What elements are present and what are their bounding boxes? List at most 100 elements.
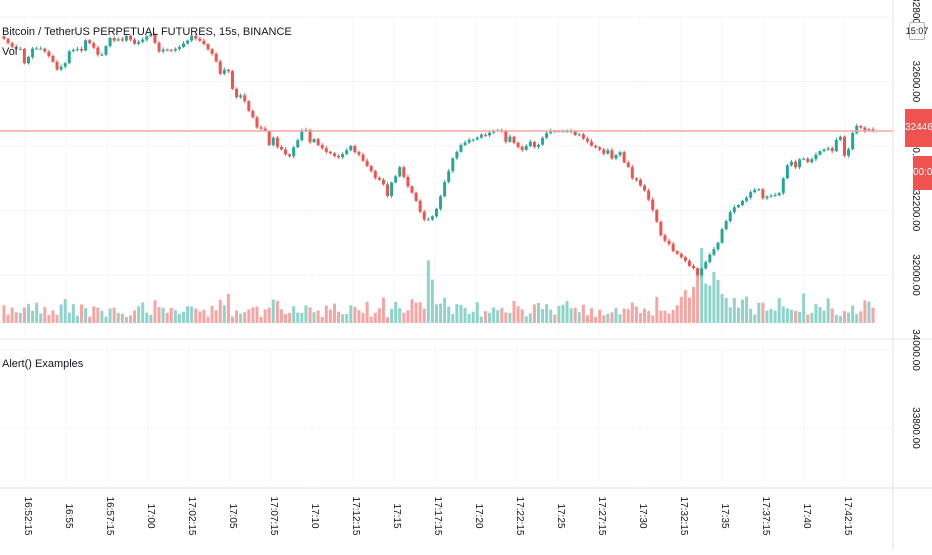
volume-bar: [500, 308, 504, 323]
candle-body: [614, 155, 618, 159]
volume-bar: [410, 299, 414, 323]
candle-body: [153, 34, 157, 43]
volume-bar: [777, 298, 781, 323]
time-tick-label: 17:20: [473, 503, 484, 528]
scale-toggle-button[interactable]: 15:07: [906, 22, 928, 40]
candle-body: [349, 146, 353, 151]
candle-body: [80, 48, 84, 51]
volume-bar: [671, 309, 675, 323]
volume-bar: [708, 285, 712, 323]
volume-bar: [71, 304, 75, 323]
candle-body: [708, 254, 712, 263]
candle-body: [675, 251, 679, 254]
volume-bar: [165, 312, 169, 323]
volume-bar: [141, 302, 145, 323]
volume-bar: [716, 280, 720, 323]
candle-body: [692, 265, 696, 269]
volume-bar: [443, 297, 447, 323]
volume-bar: [247, 309, 251, 323]
time-tick-label: 17:07:15: [268, 497, 279, 536]
volume-bar: [26, 303, 30, 323]
volume-bar: [190, 306, 194, 323]
candle-body: [275, 137, 279, 147]
volume-bar: [643, 308, 647, 323]
candle-body: [292, 147, 296, 157]
volume-bar: [206, 316, 210, 323]
candle-body: [308, 129, 312, 143]
time-axis[interactable]: 16:52:15 16:55 16:57:15 17:00 17:02:15 17:05 1…: [22, 497, 853, 536]
volume-bar: [863, 300, 867, 323]
indicator-label[interactable]: Alert() Examples: [2, 358, 84, 370]
symbol-title[interactable]: Bitcoin / TetherUS PERPETUAL FUTURES, 15…: [2, 26, 292, 38]
candle-body: [859, 126, 863, 128]
volume-bar: [161, 307, 165, 323]
time-tick-label: 17:32:15: [678, 497, 689, 536]
candle-body: [35, 48, 39, 50]
candles: [2, 32, 875, 277]
volume-bar: [2, 305, 6, 323]
candle-body: [51, 56, 55, 62]
volume-bar: [337, 311, 341, 323]
volume-bar: [549, 309, 553, 323]
candle-body: [610, 150, 614, 159]
price-axis[interactable]: 32800.0032600.0032400.0032200.0032000.00…: [910, 0, 921, 449]
candle-body: [92, 43, 96, 48]
candle-body: [655, 209, 659, 222]
candle-body: [55, 61, 59, 70]
volume-bar: [740, 299, 744, 323]
volume-bar: [345, 314, 349, 323]
candle-body: [18, 48, 22, 50]
candle-body: [279, 146, 283, 150]
volume-bar: [157, 307, 161, 323]
volume-bar: [255, 306, 259, 323]
candle-body: [67, 51, 71, 64]
volume-bar: [116, 312, 120, 323]
candle-body: [300, 130, 304, 141]
candle-body: [683, 257, 687, 261]
volume-bar: [43, 307, 47, 323]
volume-label[interactable]: Vol: [2, 46, 18, 58]
volume-bar: [463, 307, 467, 323]
candle-body: [345, 150, 349, 155]
volume-bar: [765, 310, 769, 323]
volume-bar: [622, 308, 626, 323]
candle-body: [47, 51, 51, 57]
volume-bar: [386, 317, 390, 323]
volume-bar: [647, 311, 651, 323]
candle-body: [634, 178, 638, 180]
volume-bar: [496, 310, 500, 323]
volume-bar: [218, 299, 222, 323]
candle-body: [679, 253, 683, 258]
candle-body: [116, 39, 120, 41]
candle-body: [267, 130, 271, 146]
candle-body: [381, 179, 385, 185]
volume-bar: [133, 310, 137, 323]
candle-body: [834, 139, 838, 152]
candle-body: [365, 160, 369, 166]
candle-body: [414, 192, 418, 201]
volume-bar: [320, 316, 324, 323]
candle-body: [871, 129, 875, 132]
candle-body: [198, 38, 202, 41]
volume-bar: [275, 300, 279, 323]
volume-bar: [243, 312, 247, 323]
volume-bar: [667, 313, 671, 323]
last-price-tag-text: 32446.55: [905, 122, 932, 133]
volume-bar: [316, 310, 320, 323]
volume-bar: [594, 316, 598, 323]
volume-bar: [414, 302, 418, 323]
countdown-tag: 00:04: [913, 156, 932, 190]
candle-body: [386, 184, 390, 196]
candle-body: [622, 152, 626, 163]
candle-body: [316, 139, 320, 146]
candle-body: [802, 158, 806, 160]
candle-body: [186, 40, 190, 44]
candle-body: [173, 48, 177, 51]
volume-bar: [145, 312, 149, 323]
volume-bar: [239, 313, 243, 323]
candle-body: [630, 166, 634, 179]
candle-body: [14, 46, 18, 49]
candle-body: [255, 117, 259, 128]
